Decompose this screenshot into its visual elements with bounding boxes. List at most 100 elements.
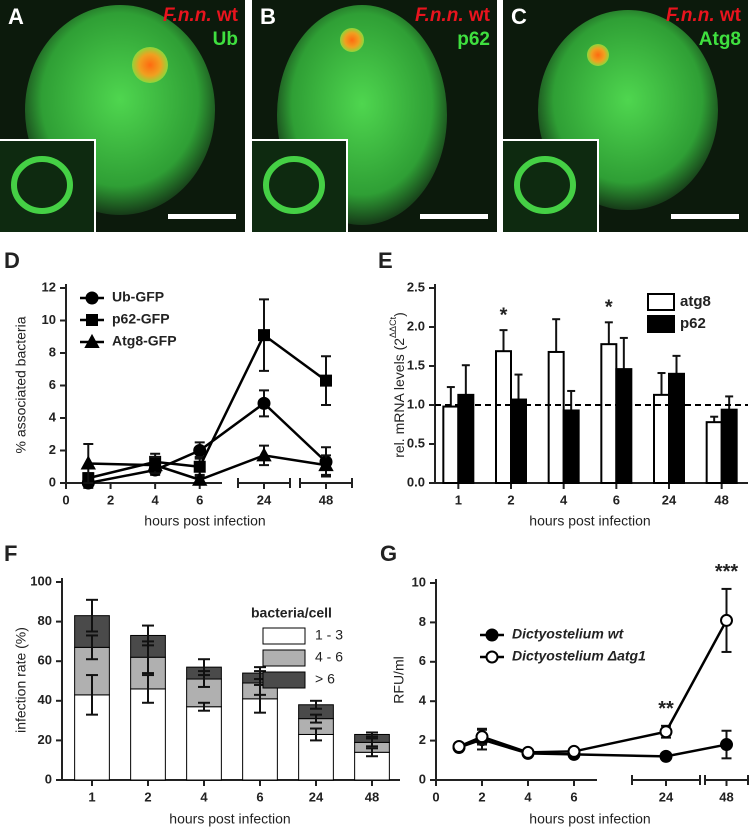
- marker: [475, 730, 489, 744]
- x-tick-label: 2: [478, 789, 485, 804]
- strain-label: F.n.n. wt: [415, 5, 491, 26]
- legend-swatch: [262, 627, 306, 645]
- y-tick-label: 40: [38, 692, 52, 707]
- strain-note: wt: [468, 5, 491, 26]
- panel-label: G: [380, 541, 397, 566]
- bar: [442, 405, 460, 484]
- annotation: *: [605, 297, 613, 319]
- micrograph: B F.n.n. wt p62: [252, 0, 497, 232]
- marker: [320, 374, 332, 387]
- y-axis-label-superscript: ΔΔCt: [388, 316, 398, 338]
- x-tick-label: 24: [662, 492, 677, 507]
- legend-label: 4 - 6: [315, 649, 343, 665]
- x-tick-label: 4: [524, 789, 532, 804]
- inset-border: [252, 139, 348, 232]
- y-tick-label: 1.5: [407, 357, 425, 372]
- marker: [720, 613, 733, 627]
- marker: [80, 455, 96, 470]
- x-tick-label: 0: [62, 492, 69, 507]
- bar-segment: [298, 733, 334, 781]
- y-tick-label: 10: [42, 312, 56, 327]
- y-axis-label-end: ): [391, 312, 407, 317]
- marker: [86, 314, 98, 326]
- marker: [720, 738, 733, 752]
- legend-label: atg8: [680, 293, 711, 310]
- legend-swatch: [647, 293, 675, 311]
- x-tick-label: 48: [319, 492, 333, 507]
- bar: [510, 398, 527, 485]
- legend-swatch: [647, 315, 675, 333]
- annotation: **: [658, 698, 674, 720]
- y-tick-label: 10: [412, 574, 426, 589]
- y-tick-label: 6: [419, 653, 426, 668]
- y-tick-label: 0: [419, 771, 426, 786]
- y-tick-label: 0: [49, 474, 56, 489]
- panel-label: B: [260, 4, 276, 29]
- y-tick-label: 4: [419, 693, 427, 708]
- y-axis-label: infection rate (%): [13, 627, 29, 733]
- marker: [485, 650, 499, 664]
- bar: [547, 350, 565, 484]
- strain-note: wt: [719, 5, 742, 26]
- legend-swatch: [262, 649, 306, 667]
- bar-segment: [186, 706, 222, 781]
- bar: [705, 421, 723, 485]
- inset-vacuole: [11, 156, 73, 214]
- x-axis-label: hours post infection: [529, 811, 650, 827]
- y-axis-label: RFU/ml: [391, 656, 407, 703]
- y-tick-label: 0: [45, 771, 52, 786]
- y-tick-label: 60: [38, 653, 52, 668]
- inset-vacuole: [514, 156, 576, 214]
- x-tick-label: 6: [256, 789, 263, 804]
- x-tick-label: 24: [257, 492, 272, 507]
- legend-label: p62: [680, 315, 706, 332]
- x-tick-label: 0: [432, 789, 439, 804]
- y-tick-label: 12: [42, 279, 56, 294]
- x-tick-label: 48: [714, 492, 728, 507]
- x-tick-label: 2: [107, 492, 114, 507]
- x-tick-label: 4: [200, 789, 208, 804]
- marker-label: Atg8: [699, 29, 741, 50]
- bar: [600, 343, 618, 484]
- marker: [147, 457, 163, 472]
- y-axis-label: rel. mRNA levels (2ΔΔCt): [388, 312, 406, 458]
- y-tick-label: 0.0: [407, 474, 425, 489]
- y-tick-label: 20: [38, 732, 52, 747]
- annotation: ***: [715, 561, 739, 583]
- x-tick-label: 4: [152, 492, 160, 507]
- y-tick-label: 80: [38, 613, 52, 628]
- marker: [192, 471, 208, 486]
- series-line: [88, 401, 327, 485]
- y-tick-label: 8: [419, 614, 426, 629]
- x-axis-label: hours post infection: [529, 513, 650, 529]
- x-tick-label: 24: [659, 789, 674, 804]
- bar: [668, 372, 685, 484]
- marker-label: p62: [457, 29, 490, 50]
- strain-label: F.n.n. wt: [163, 5, 239, 26]
- y-axis-label: % associated bacteria: [13, 316, 29, 453]
- x-tick-label: 2: [144, 789, 151, 804]
- bar: [495, 350, 512, 484]
- annotation: *: [500, 304, 508, 326]
- micrograph: A F.n.n. wt Ub: [0, 0, 245, 232]
- strain-note: wt: [216, 5, 239, 26]
- panel-label: E: [378, 248, 393, 273]
- y-tick-label: 8: [49, 344, 56, 359]
- legend-label: Ub-GFP: [112, 289, 164, 305]
- strain-name: F.n.n.: [163, 5, 212, 26]
- marker: [256, 447, 272, 462]
- x-axis-label: hours post infection: [144, 513, 265, 529]
- marker: [659, 749, 673, 763]
- legend-swatch: [262, 671, 306, 689]
- x-tick-label: 2: [507, 492, 514, 507]
- bacterium: [340, 28, 364, 52]
- micrograph: C F.n.n. wt Atg8: [503, 0, 748, 232]
- marker-label: Ub: [213, 29, 238, 50]
- y-tick-label: 2.5: [407, 279, 425, 294]
- bar: [720, 408, 738, 484]
- marker: [659, 725, 673, 739]
- x-tick-label: 48: [365, 789, 379, 804]
- panel-label: A: [8, 4, 24, 29]
- legend-label: Dictyostelium wt: [512, 626, 625, 642]
